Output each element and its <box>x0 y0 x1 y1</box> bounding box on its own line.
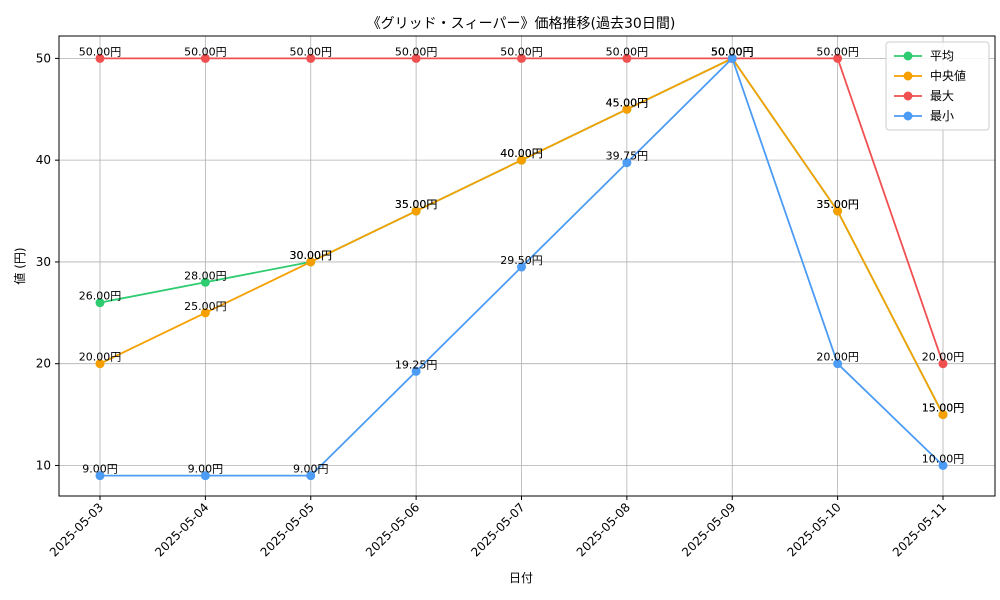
data-label-平均: 35.00円 <box>395 198 438 211</box>
data-point-最大 <box>517 53 526 63</box>
x-tick-label: 2025-05-04 <box>152 500 211 559</box>
data-label-最小: 29.50円 <box>500 254 543 267</box>
y-tick-label: 30 <box>36 255 51 269</box>
data-label-中央値: 40.00円 <box>500 147 543 160</box>
data-label-平均: 28.00円 <box>184 269 227 282</box>
x-tick-label: 2025-05-08 <box>574 500 633 559</box>
data-label-平均: 26.00円 <box>79 290 122 303</box>
data-point-最小 <box>727 53 737 63</box>
data-label-最大: 50.00円 <box>395 45 438 58</box>
data-point-中央値 <box>622 104 632 114</box>
data-point-最大 <box>622 53 632 63</box>
data-point-平均 <box>200 277 210 287</box>
data-label-最大: 20.00円 <box>922 351 965 364</box>
data-point-中央値 <box>833 206 843 216</box>
legend-marker <box>903 91 913 101</box>
data-point-中央値 <box>411 206 421 216</box>
data-point-最大 <box>306 53 316 63</box>
data-label-最大: 50.00円 <box>606 45 649 58</box>
data-label-最大: 50.00円 <box>79 45 122 58</box>
chart-title: 《グリッド・スィーパー》価格推移(過去30日間) <box>367 16 676 32</box>
data-point-最小 <box>833 359 843 369</box>
legend-marker <box>903 51 913 61</box>
data-point-最小 <box>200 471 210 481</box>
x-tick-label: 2025-05-06 <box>363 500 422 559</box>
data-label-最小: 19.25円 <box>395 358 438 371</box>
data-point-中央値 <box>938 410 948 420</box>
y-axis-label: 値 (円) <box>12 247 27 284</box>
data-label-中央値: 25.00円 <box>184 300 227 313</box>
data-label-最小: 20.00円 <box>816 351 859 364</box>
data-point-最大 <box>938 359 948 369</box>
data-label-最小: 10.00円 <box>922 452 965 465</box>
data-label-中央値: 45.00円 <box>606 96 649 109</box>
data-point-最大 <box>200 53 210 63</box>
y-tick-label: 20 <box>36 357 51 371</box>
x-tick-label: 2025-05-10 <box>785 500 844 559</box>
data-point-最大 <box>833 53 843 63</box>
y-tick-label: 10 <box>36 458 51 472</box>
data-label-平均: 15.00円 <box>922 402 965 415</box>
data-label-中央値: 35.00円 <box>816 198 859 211</box>
data-point-最小 <box>938 460 948 470</box>
data-point-中央値 <box>306 257 316 267</box>
data-label-最大: 50.00円 <box>184 45 227 58</box>
data-label-中央値: 20.00円 <box>79 351 122 364</box>
legend-box <box>885 41 990 131</box>
data-label-最大: 50.00円 <box>816 45 859 58</box>
data-label-平均: 40.00円 <box>500 147 543 160</box>
data-point-最小 <box>95 471 105 481</box>
data-point-最小 <box>411 366 421 376</box>
y-tick-label: 40 <box>36 153 51 167</box>
x-axis-label: 日付 <box>509 571 533 585</box>
x-tick-label: 2025-05-03 <box>47 500 106 559</box>
x-tick-label: 2025-05-11 <box>890 500 949 559</box>
legend-marker <box>903 71 913 81</box>
legend-marker <box>903 111 913 121</box>
legend-item-label: 平均 <box>930 49 954 63</box>
data-label-最大: 50.00円 <box>500 45 543 58</box>
x-tick-label: 2025-05-05 <box>258 500 317 559</box>
axes: 2025-05-03 2025-05-04 2025-05-05 2025-05-06… <box>36 51 949 559</box>
data-point-中央値 <box>517 155 526 165</box>
data-label-最小: 9.00円 <box>293 463 329 476</box>
data-label-中央値: 15.00円 <box>922 402 965 415</box>
legend-item-label: 最大 <box>930 89 954 103</box>
data-label-最小: 9.00円 <box>188 463 224 476</box>
data-label-最小: 9.00円 <box>82 463 118 476</box>
legend-item-label: 中央値 <box>930 68 966 83</box>
x-tick-label: 2025-05-07 <box>468 500 527 559</box>
x-tick-label: 2025-05-09 <box>679 500 738 559</box>
data-point-最小 <box>622 158 632 168</box>
y-tick-label: 50 <box>36 51 51 65</box>
data-point-最小 <box>517 262 526 272</box>
series-layer <box>95 53 948 481</box>
data-label-中央値: 50.00円 <box>711 45 754 58</box>
data-label-平均: 35.00円 <box>816 198 859 211</box>
data-label-平均: 45.00円 <box>606 96 649 109</box>
data-label-中央値: 30.00円 <box>290 249 333 262</box>
data-label-最小: 39.75円 <box>606 150 649 163</box>
data-label-平均: 30.00円 <box>290 249 333 262</box>
data-label-最大: 50.00円 <box>290 45 333 58</box>
data-point-最大 <box>95 53 105 63</box>
legend-item-label: 最小 <box>930 109 954 123</box>
data-point-最大 <box>411 53 421 63</box>
data-label-最小: 50.00円 <box>711 45 754 58</box>
data-point-中央値 <box>200 308 210 318</box>
data-label-中央値: 35.00円 <box>395 198 438 211</box>
plot-area <box>58 35 996 497</box>
data-labels: 26.00円 28.00円 30.00円 35.00円 40.00円 45.00円 50.0… <box>79 45 965 475</box>
data-point-最小 <box>306 471 316 481</box>
data-label-平均: 50.00円 <box>711 45 754 58</box>
data-point-中央値 <box>95 359 105 369</box>
data-label-最大: 50.00円 <box>711 45 754 58</box>
data-point-平均 <box>95 298 105 308</box>
